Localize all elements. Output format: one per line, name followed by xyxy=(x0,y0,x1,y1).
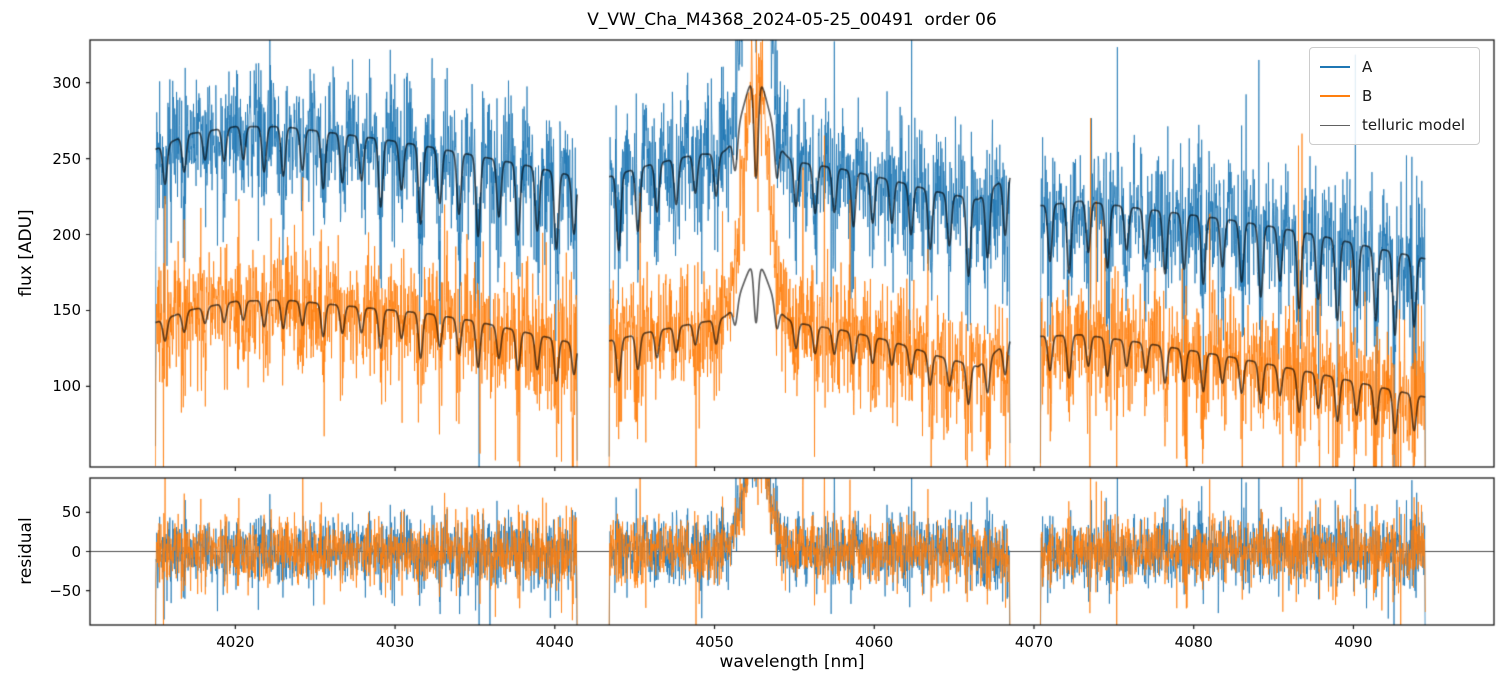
x-tick-label: 4050 xyxy=(695,633,734,651)
x-tick-label: 4020 xyxy=(216,633,255,651)
wavelength-axis-label: wavelength [nm] xyxy=(719,652,865,672)
flux-tick-label: 100 xyxy=(52,377,81,396)
x-tick-label: 4080 xyxy=(1174,633,1213,651)
plot-title: V_VW_Cha_M4368_2024-05-25_00491 order 06 xyxy=(587,10,997,30)
legend-line-b xyxy=(1319,95,1350,97)
x-tick-label: 4060 xyxy=(855,633,894,651)
legend-label-a: A xyxy=(1361,58,1373,76)
legend-line-a xyxy=(1319,66,1350,68)
legend-line-telluric xyxy=(1319,124,1350,126)
x-tick-label: 4090 xyxy=(1334,633,1373,651)
legend-label-b: B xyxy=(1361,87,1373,105)
legend-box: A B telluric model xyxy=(1308,47,1480,145)
flux-tick-label: 150 xyxy=(52,301,81,320)
legend-entry-telluric: telluric model xyxy=(1319,114,1465,136)
residual-tick-label: 50 xyxy=(61,503,81,522)
legend-entry-a: A xyxy=(1319,56,1465,78)
residual-tick-label: −50 xyxy=(49,581,81,600)
residual-axis-label: residual xyxy=(16,517,36,585)
flux-axis-label: flux [ADU] xyxy=(16,209,36,297)
legend-entry-b: B xyxy=(1319,85,1465,107)
x-tick-label: 4040 xyxy=(535,633,574,651)
legend-label-telluric: telluric model xyxy=(1361,116,1465,134)
x-tick-label: 4030 xyxy=(375,633,415,651)
residual-tick-label: 0 xyxy=(71,542,81,561)
flux-tick-label: 300 xyxy=(52,73,81,92)
flux-tick-label: 250 xyxy=(52,149,81,168)
flux-tick-label: 200 xyxy=(52,225,81,244)
x-tick-label: 4070 xyxy=(1014,633,1054,651)
